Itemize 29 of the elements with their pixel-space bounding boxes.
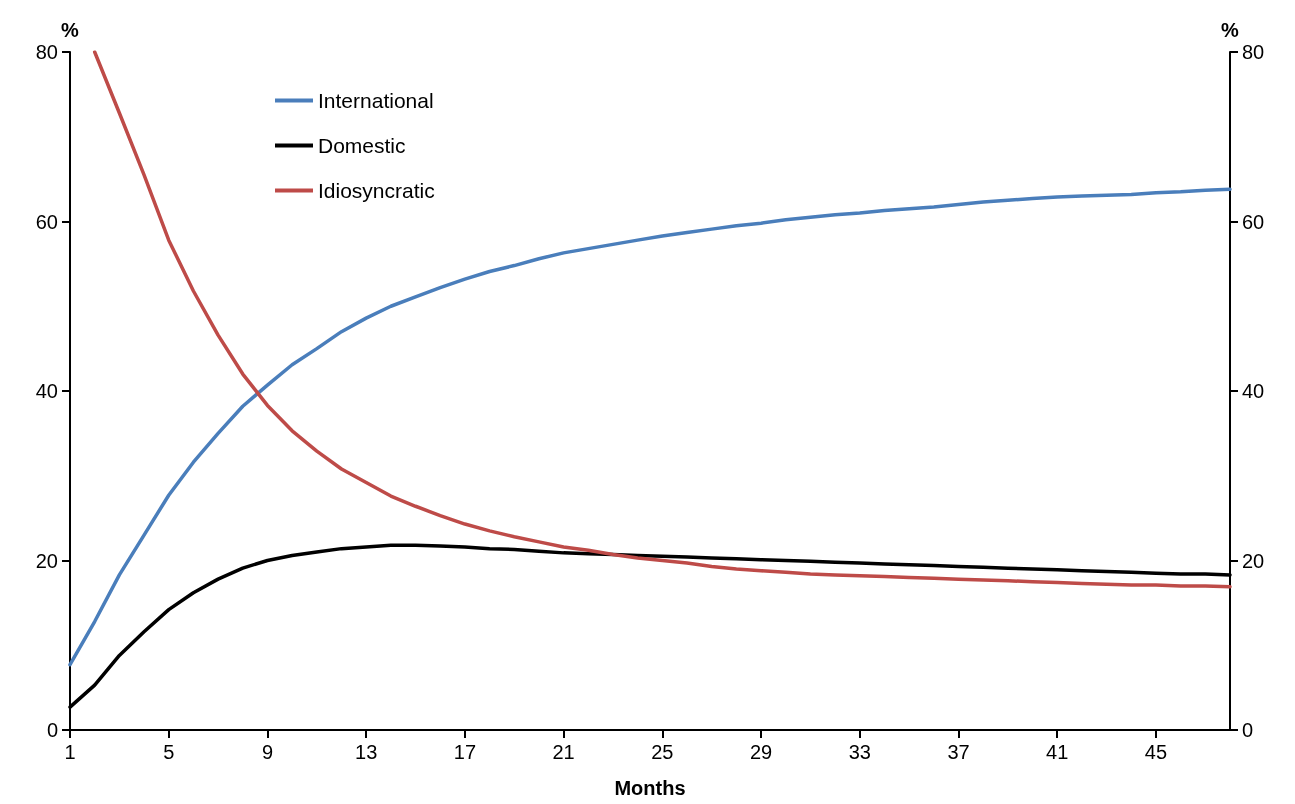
legend-label: Domestic: [318, 134, 406, 157]
y-tick-label: 60: [35, 210, 58, 233]
x-tick-label: 25: [651, 741, 674, 763]
x-tick-label: 5: [163, 741, 175, 763]
x-tick-label: 13: [355, 741, 378, 763]
line-series: [92, 50, 1232, 589]
y-tick-label: 40: [35, 380, 58, 402]
x-tick-label: 41: [1046, 741, 1069, 763]
x-tick-label: 33: [848, 741, 871, 763]
legend-label: Idiosyncratic: [318, 179, 435, 202]
y2-axis-title: %: [1221, 19, 1240, 41]
y-axis-title: %: [61, 19, 80, 41]
y-tick-label: 80: [35, 41, 58, 63]
x-tick-label: 17: [453, 741, 477, 763]
x-tick-label: 29: [749, 741, 773, 763]
x-tick-label: 9: [261, 741, 274, 763]
x-axis-title: Months: [614, 777, 686, 799]
y2-tick-label: 80: [1242, 41, 1265, 63]
x-tick-label: 21: [552, 741, 575, 763]
y-tick-label: 0: [46, 719, 58, 741]
y2-tick-label: 0: [1242, 719, 1254, 741]
legend-label: International: [318, 89, 434, 112]
x-tick-label: 45: [1144, 741, 1168, 763]
y2-tick-label: 60: [1242, 210, 1265, 233]
y2-tick-label: 40: [1242, 380, 1265, 402]
y2-tick-label: 20: [1242, 549, 1265, 572]
x-tick-label: 37: [947, 741, 970, 763]
x-tick-label: 1: [64, 741, 76, 763]
y-tick-label: 20: [35, 549, 58, 572]
